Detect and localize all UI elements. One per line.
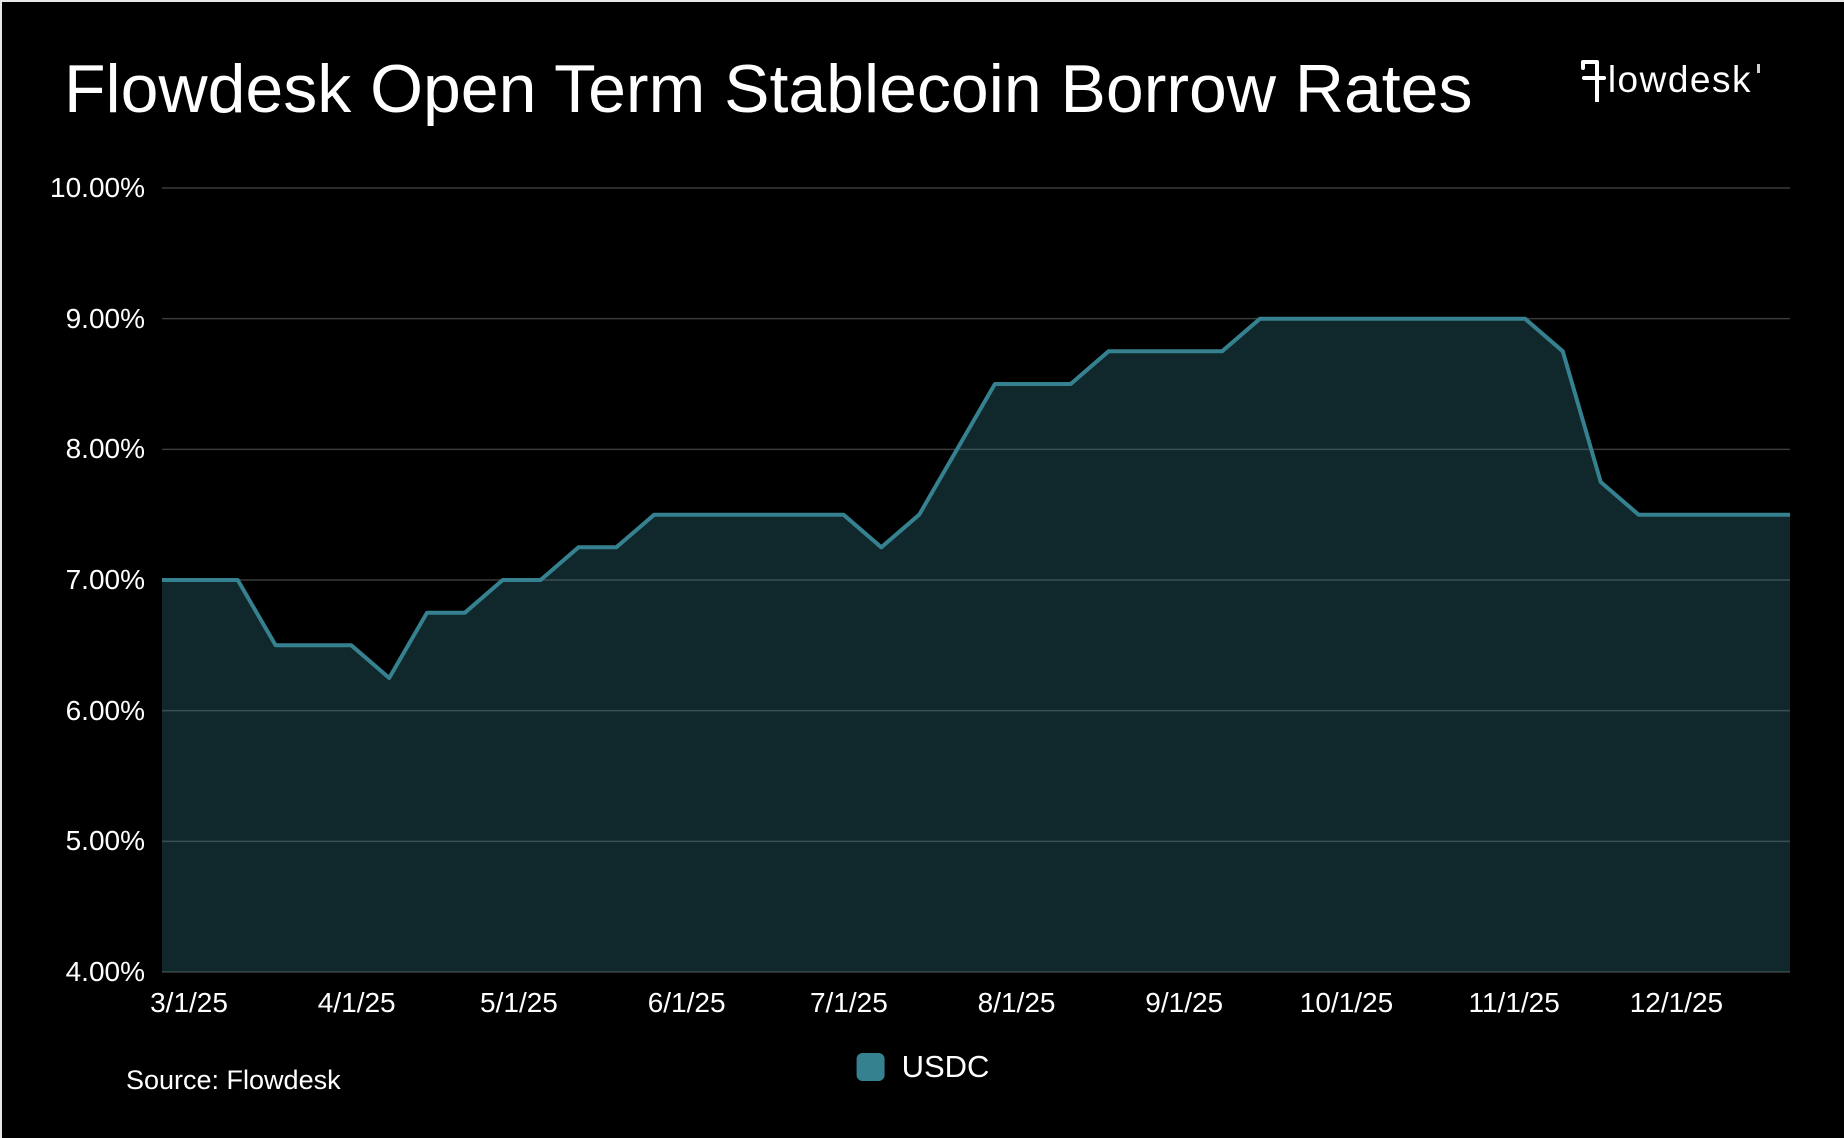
source-note: Source: Flowdesk	[126, 1065, 341, 1095]
x-axis-tick-label: 3/1/25	[150, 987, 228, 1018]
x-axis-tick-label: 6/1/25	[647, 987, 726, 1018]
y-axis-tick-label: 10.00%	[50, 172, 145, 203]
y-axis-tick-label: 9.00%	[65, 302, 145, 334]
usdc-rate-line	[162, 316, 1790, 680]
x-axis-tick-label: 9/1/25	[1145, 987, 1224, 1018]
x-axis-tick-label: 10/1/25	[1299, 987, 1394, 1018]
usdc-legend-label: USDC	[901, 1049, 990, 1084]
flowdesk-f-icon	[1580, 60, 1606, 102]
x-axis-tick-label: 11/1/25	[1468, 987, 1560, 1018]
x-axis-tick-label: 5/1/25	[480, 987, 558, 1018]
usdc-legend-swatch	[856, 1053, 885, 1081]
y-axis-tick-label: 6.00%	[65, 694, 145, 726]
y-axis-tick-label: 8.00%	[65, 433, 145, 465]
flowdesk-logo: lowdesk	[1580, 58, 1760, 102]
legend: USDC	[856, 1049, 990, 1084]
x-axis-tick-label: 4/1/25	[317, 987, 396, 1018]
chart-title: Flowdesk Open Term Stablecoin Borrow Rat…	[64, 51, 1473, 127]
flowdesk-logo-text: lowdesk	[1607, 59, 1752, 100]
usdc-area-fill	[162, 318, 1790, 972]
y-axis-tick-label: 7.00%	[65, 564, 145, 595]
logo-trademark-tick-icon	[1757, 64, 1760, 73]
y-axis-tick-label: 5.00%	[65, 825, 145, 857]
y-axis-tick-label: 4.00%	[65, 956, 145, 987]
x-axis-tick-label: 7/1/25	[809, 987, 888, 1018]
x-axis-tick-label: 8/1/25	[977, 987, 1056, 1018]
x-axis-tick-label: 12/1/25	[1629, 987, 1724, 1018]
